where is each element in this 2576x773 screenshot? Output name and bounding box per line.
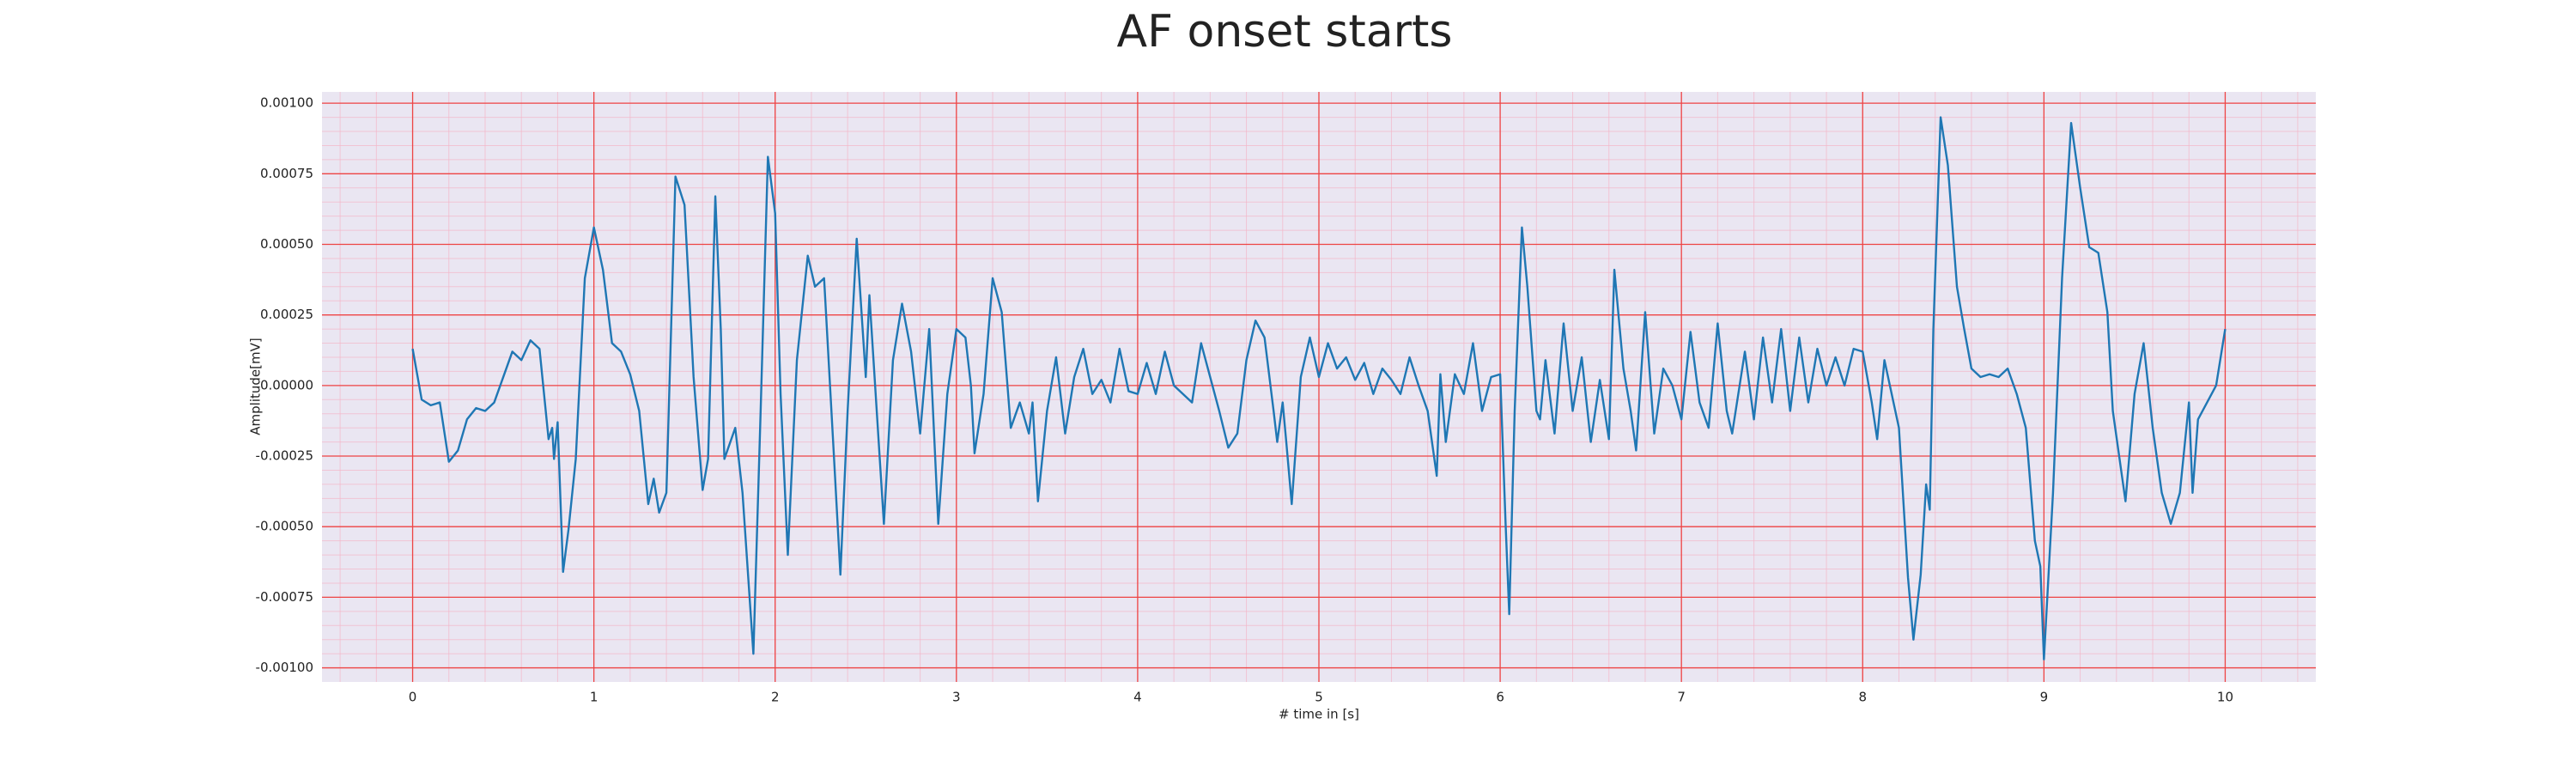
y-tick-label: 0.00075	[260, 166, 313, 181]
x-tick-label: 7	[1677, 690, 1686, 705]
signal-line	[411, 116, 2227, 660]
y-axis-label: Amplitude[mV]	[248, 338, 264, 435]
x-axis-label: # time in [s]	[1279, 707, 1359, 722]
x-tick-label: 5	[1315, 690, 1323, 705]
marks	[411, 116, 2227, 660]
x-tick-label: 1	[590, 690, 598, 705]
x-tick-label: 9	[2040, 690, 2049, 705]
chart-title: AF onset starts	[1117, 6, 1453, 58]
y-tick-label: -0.00100	[256, 660, 313, 675]
x-tick-label: 8	[1858, 690, 1867, 705]
x-tick-label: 10	[2217, 690, 2233, 705]
y-tick-label: 0.00100	[260, 95, 313, 111]
x-tick-label: 0	[409, 690, 417, 705]
y-tick-label: 0.00000	[260, 377, 313, 393]
x-tick-label: 2	[771, 690, 780, 705]
y-tick-label: -0.00075	[256, 589, 313, 605]
x-tick-label: 4	[1133, 690, 1142, 705]
x-tick-label: 3	[952, 690, 961, 705]
x-tick-label: 6	[1496, 690, 1504, 705]
y-tick-label: -0.00050	[256, 519, 313, 534]
y-tick-label: 0.00050	[260, 236, 313, 252]
grid	[322, 92, 2316, 682]
y-tick-label: 0.00025	[260, 307, 313, 322]
y-tick-label: -0.00025	[256, 448, 313, 464]
